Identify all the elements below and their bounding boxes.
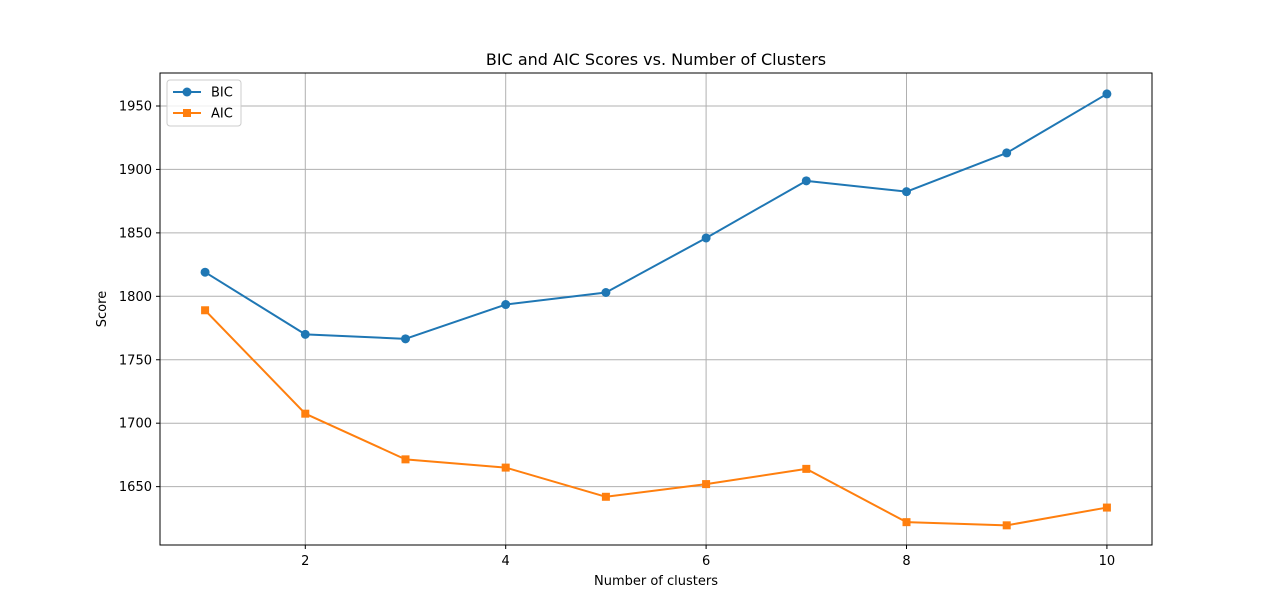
aic-point [802,464,811,473]
y-axis-label: Score [95,291,110,327]
aic-point [702,480,711,489]
y-tick-label: 1900 [119,163,152,178]
bic-point [701,233,711,243]
aic-point [301,409,310,418]
bic-point [200,267,210,277]
x-tick-label: 10 [1099,554,1116,569]
bic-line [204,92,1108,340]
aic-point [601,492,610,501]
bic-point [300,329,310,339]
aic-series [201,306,1111,530]
chart-title: BIC and AIC Scores vs. Number of Cluster… [486,50,826,69]
y-tick-label: 1800 [119,290,152,305]
x-tick-label: 8 [902,554,910,569]
legend-bic-label: BIC [211,86,233,101]
x-axis-label: Number of clusters [594,574,718,589]
legend-bic-marker [182,87,192,97]
grid-lines [160,73,1152,545]
y-axis-ticks: 1650 1700 1750 1800 1850 1900 1950 [119,99,160,495]
x-tick-label: 4 [502,554,510,569]
legend-aic-marker [183,109,191,117]
series-layer [200,89,1112,530]
y-tick-label: 1950 [119,99,152,114]
bic-point [1002,148,1012,158]
bic-point [400,334,410,344]
aic-point [1002,521,1011,530]
aic-line [204,309,1108,527]
bic-point [1102,89,1112,99]
aic-point [902,518,911,527]
y-tick-label: 1750 [119,353,152,368]
bic-point [902,187,912,197]
y-tick-label: 1700 [119,417,152,432]
bic-point [601,288,611,298]
legend-aic-label: AIC [211,107,233,122]
x-tick-label: 2 [301,554,309,569]
y-tick-label: 1650 [119,480,152,495]
bic-point [801,176,811,186]
aic-point [501,463,510,472]
aic-point [1102,503,1111,512]
bic-series [200,89,1112,344]
y-tick-label: 1850 [119,226,152,241]
x-tick-label: 6 [702,554,710,569]
x-axis-ticks: 2 4 6 8 10 [301,545,1115,569]
aic-point [201,306,210,315]
bic-point [501,300,511,310]
plot-frame [159,72,1153,546]
aic-point [401,455,410,464]
legend: BIC AIC [166,79,242,127]
